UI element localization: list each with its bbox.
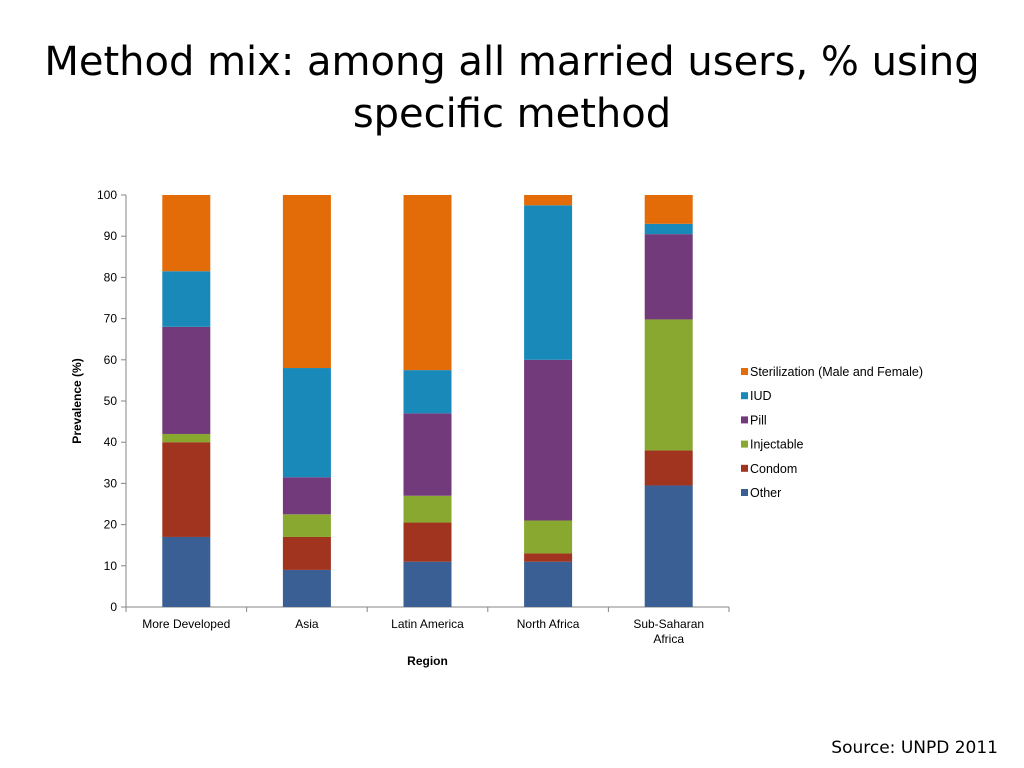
y-tick-label: 60 (104, 353, 118, 367)
bar-segment (403, 522, 452, 562)
y-tick-label: 80 (104, 270, 118, 284)
bar-segment (282, 368, 331, 478)
chart-axes: 0 10 20 30 40 50 60 70 80 90 100 Prevalence (%) More… (70, 188, 730, 668)
y-tick-label: 90 (104, 229, 118, 243)
bar-segment (403, 370, 452, 414)
bar-segment (524, 520, 573, 554)
legend-swatch (741, 440, 748, 448)
bar-segment (644, 450, 693, 486)
y-tick-label: 0 (110, 600, 117, 614)
bar-segment (403, 195, 452, 371)
legend-label: Other (750, 486, 781, 500)
bar-segment (162, 326, 211, 434)
bar-segment (524, 195, 573, 206)
slide-title: Method mix: among all married users, % u… (44, 39, 980, 137)
legend-swatch (741, 464, 748, 472)
bar-segment (403, 495, 452, 523)
x-tick-label: More Developed (142, 617, 230, 631)
bar-segment (403, 561, 452, 607)
legend-swatch (741, 392, 748, 400)
legend-label: Injectable (750, 438, 804, 452)
y-tick-label: 70 (104, 312, 118, 326)
chart-legend: Sterilization (Male and Female) IUD Pill In… (741, 365, 923, 500)
legend-swatch (741, 489, 748, 496)
y-tick-label: 10 (104, 559, 118, 573)
bar-segment (644, 223, 693, 235)
x-axis-title: Region (407, 654, 448, 668)
y-tick-label: 50 (104, 394, 118, 408)
x-tick-label: Asia (295, 617, 319, 631)
y-axis-title: Prevalence (%) (70, 358, 84, 443)
bar-segment (162, 195, 211, 272)
x-tick-label: North Africa (517, 617, 580, 631)
bar-segment (282, 536, 331, 570)
bar-segment (644, 195, 693, 224)
bar-segment (282, 195, 331, 369)
y-tick-label: 100 (97, 188, 117, 202)
source-note: Source: UNPD 2011 (831, 738, 998, 758)
x-tick-label: Sub-Saharan Africa (633, 617, 704, 646)
bar-segment (162, 433, 211, 443)
y-tick-label: 20 (104, 518, 118, 532)
bar-segment (162, 271, 211, 327)
bar-segment (403, 413, 452, 496)
y-tick-label: 40 (104, 435, 118, 449)
legend-label: Pill (750, 413, 767, 427)
bar-segment (644, 234, 693, 320)
bar-segment (644, 319, 693, 451)
bar-segment (644, 485, 693, 607)
x-tick-label: Latin America (391, 617, 464, 631)
legend-label: IUD (750, 389, 772, 403)
chart-bars (162, 195, 693, 607)
bar-segment (162, 442, 211, 537)
y-tick-label: 30 (104, 476, 118, 490)
bar-segment (524, 561, 573, 607)
bar-segment (524, 553, 573, 562)
bar-segment (282, 477, 331, 515)
legend-swatch (741, 416, 748, 424)
legend-label: Condom (750, 462, 797, 476)
bar-segment (282, 569, 331, 607)
bar-segment (524, 205, 573, 360)
legend-swatch (741, 368, 748, 375)
bar-segment (282, 514, 331, 537)
legend-label: Sterilization (Male and Female) (750, 365, 923, 379)
bar-segment (162, 536, 211, 607)
bar-segment (524, 359, 573, 521)
